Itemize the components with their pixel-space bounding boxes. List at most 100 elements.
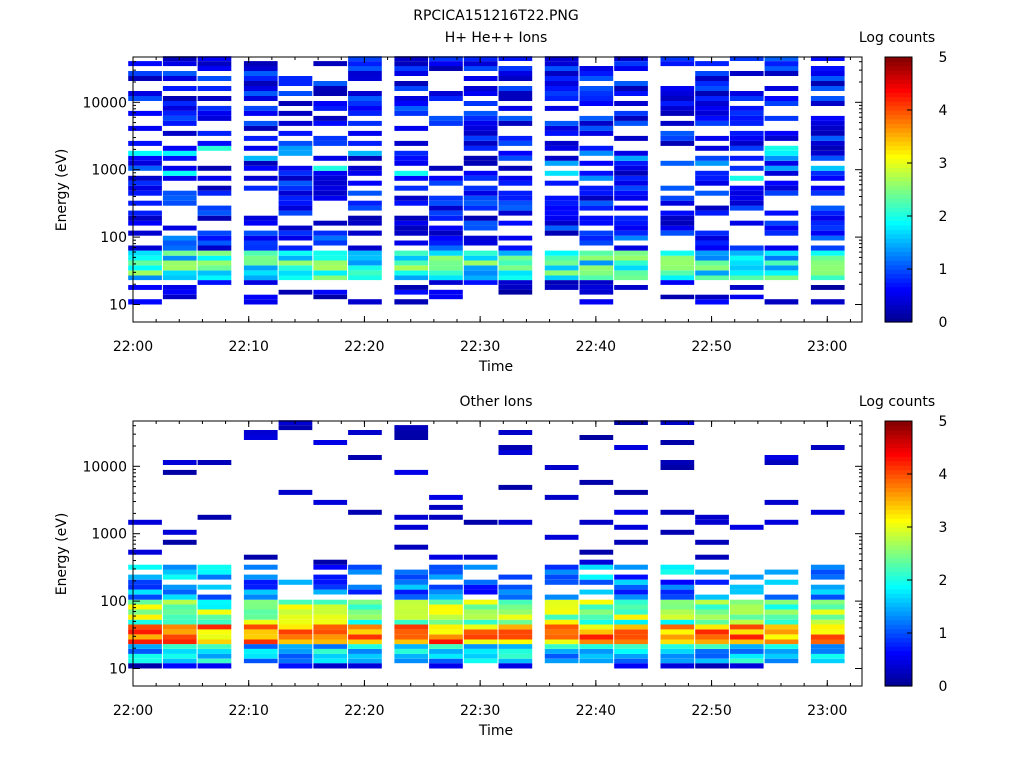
colorbar-segment <box>885 504 912 510</box>
heatmap-cell <box>128 649 162 654</box>
colorbar-segment <box>885 269 912 275</box>
heatmap-cell <box>579 280 614 285</box>
heatmap-cell <box>348 639 382 645</box>
heatmap-cell <box>695 629 729 635</box>
heatmap-cell <box>128 210 162 216</box>
heatmap-cell <box>394 66 429 71</box>
heatmap-cell <box>544 574 579 580</box>
heatmap-cell <box>429 294 463 300</box>
heatmap-cell <box>764 460 799 465</box>
y-tick-label: 1000 <box>91 163 127 179</box>
colorbar-segment <box>885 580 912 586</box>
heatmap-cell <box>579 519 614 525</box>
heatmap-cell <box>544 280 579 285</box>
heatmap-cell <box>463 649 498 654</box>
plot-axes: 22:00 22:10 22:20 22:30 22:40 22:50 23:00 10 100… <box>82 56 863 355</box>
heatmap-cell <box>394 220 429 226</box>
heatmap-cell <box>544 579 579 585</box>
heatmap-cell <box>243 275 278 281</box>
heatmap-cell <box>197 644 232 649</box>
x-tick-label: 22:30 <box>460 703 500 719</box>
heatmap-cell <box>394 289 429 295</box>
heatmap-cell <box>429 569 463 575</box>
heatmap-cell <box>810 66 845 71</box>
heatmap-cell <box>429 230 463 236</box>
heatmap-cell <box>544 180 579 186</box>
heatmap-cell <box>498 649 533 654</box>
colorbar-segment <box>885 207 912 213</box>
heatmap-cell <box>544 255 579 261</box>
heatmap-cell <box>729 245 764 251</box>
heatmap-cell <box>429 653 463 659</box>
heatmap-cell <box>313 91 348 96</box>
heatmap-cell <box>695 205 729 211</box>
y-tick-label: 100 <box>100 230 127 246</box>
heatmap-cell <box>243 614 278 620</box>
heatmap-cell <box>614 91 648 96</box>
heatmap-cell <box>162 61 197 67</box>
heatmap-cell <box>544 609 579 615</box>
heatmap-cell <box>128 96 162 101</box>
heatmap-cell <box>197 66 232 71</box>
heatmap-cell <box>313 275 348 281</box>
heatmap-cell <box>429 61 463 67</box>
heatmap-cell <box>313 101 348 106</box>
heatmap-cell <box>463 190 498 196</box>
heatmap-cell <box>614 275 648 281</box>
heatmap-cell <box>429 210 463 216</box>
heatmap-cell <box>498 270 533 276</box>
heatmap-cell <box>729 130 764 136</box>
x-tick-label: 22:50 <box>691 339 731 355</box>
heatmap-cell <box>764 299 799 305</box>
heatmap-cell <box>729 220 764 226</box>
heatmap-cell <box>243 604 278 610</box>
heatmap-cell <box>429 599 463 605</box>
heatmap-cell <box>810 609 845 615</box>
heatmap-cell <box>498 66 533 71</box>
heatmap-cell <box>313 653 348 659</box>
heatmap-cell <box>128 619 162 625</box>
heatmap-cell <box>348 604 382 610</box>
heatmap-cell <box>348 649 382 654</box>
heatmap-cell <box>498 56 533 61</box>
heatmap-cell <box>764 210 799 216</box>
heatmap-cell <box>614 66 648 71</box>
heatmap-cell <box>544 285 579 290</box>
heatmap-cell <box>729 96 764 101</box>
x-tick-label: 22:40 <box>576 339 616 355</box>
heatmap-cell <box>278 604 313 610</box>
heatmap-cell <box>729 663 764 669</box>
heatmap-cell <box>764 649 799 654</box>
heatmap-cell <box>197 61 232 67</box>
heatmap-cell <box>579 579 614 585</box>
heatmap-cell <box>394 619 429 625</box>
heatmap-cell <box>162 275 197 281</box>
heatmap-cell <box>463 155 498 161</box>
heatmap-cell <box>162 634 197 640</box>
heatmap-cell <box>498 120 533 126</box>
heatmap-cell <box>764 634 799 640</box>
colorbar-segment <box>885 615 912 621</box>
heatmap-cell <box>348 130 382 136</box>
heatmap-cell <box>544 639 579 645</box>
colorbar-tick-label: 2 <box>939 209 948 225</box>
heatmap-cell <box>660 110 695 116</box>
heatmap-cell <box>128 91 162 96</box>
heatmap-cell <box>348 260 382 266</box>
panel-other-ions: Other Ions Log counts Time Energy (eV) 2… <box>54 394 948 739</box>
heatmap-cell <box>660 56 695 61</box>
heatmap-cell <box>544 250 579 256</box>
heatmap-cell <box>579 230 614 236</box>
heatmap-cell <box>695 160 729 166</box>
heatmap-cell <box>429 175 463 181</box>
heatmap-cell <box>197 205 232 211</box>
heatmap-cell <box>579 624 614 630</box>
heatmap-cell <box>810 135 845 141</box>
colorbar-segment <box>885 655 912 661</box>
heatmap-cell <box>429 115 463 121</box>
colorbar-segment <box>885 641 912 647</box>
heatmap-cell <box>614 235 648 241</box>
heatmap-cell <box>394 584 429 590</box>
heatmap-cell <box>498 205 533 211</box>
colorbar-segment <box>885 224 912 230</box>
